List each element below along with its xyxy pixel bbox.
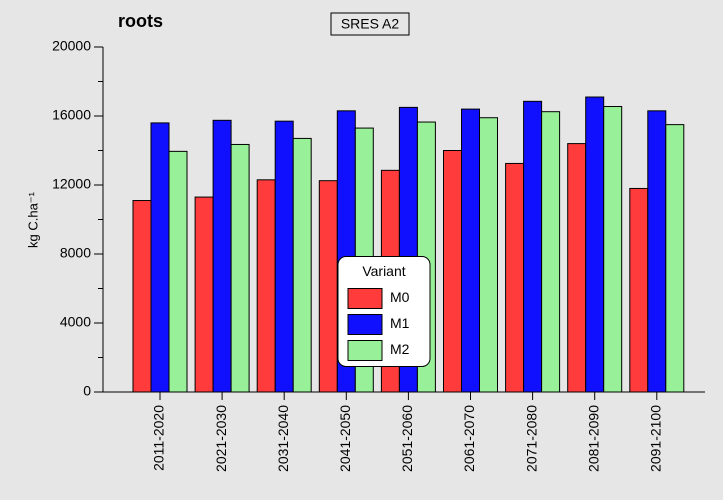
legend-swatch [347,340,383,361]
y-tick-label: 0 [83,383,91,399]
annotation-box [330,12,410,36]
bar [567,143,587,393]
bar [647,110,667,393]
x-tick-label: 2071-2080 [523,405,539,472]
bar [461,108,480,393]
legend-title: Variant [362,263,405,279]
x-tick-label: 2041-2050 [337,405,353,472]
chart-title: roots [118,11,163,31]
x-tick-label: 2061-2070 [461,405,477,472]
bar [256,179,276,393]
bar [292,137,312,393]
bar [479,117,498,393]
bar [150,122,170,393]
x-tick-label: 2031-2040 [275,405,291,472]
x-tick-label: 2051-2060 [399,405,415,472]
y-tick-label: 4000 [60,314,91,330]
y-axis-label: kg C.ha⁻¹ [25,191,40,248]
bar [318,180,338,393]
legend-swatch [347,314,383,335]
x-tick-label: 2021-2030 [213,405,229,472]
bar [585,96,605,393]
bar [665,124,685,393]
x-tick-label: 2081-2090 [585,405,601,472]
annotation: SRES A2 [341,16,400,32]
y-tick-label: 16000 [52,107,91,123]
bar [629,187,649,393]
legend-swatch [347,288,383,309]
bar [541,111,561,393]
bar [523,100,543,393]
bar [230,143,250,393]
legend-box [337,256,431,367]
bar [603,106,623,393]
y-tick-label: 20000 [52,38,91,54]
y-tick-label: 8000 [60,245,91,261]
legend-label: M1 [390,315,410,331]
x-tick-label: 2011-2020 [151,405,167,471]
y-tick-label: 12000 [52,176,91,192]
bar [212,119,232,393]
bar [443,150,462,393]
bar [168,150,188,393]
bar [274,120,294,393]
bar [132,200,152,393]
bar [194,196,214,393]
legend-label: M0 [390,289,410,305]
bar [505,162,525,393]
legend-label: M2 [390,341,410,357]
x-tick-label: 2091-2100 [648,405,664,472]
